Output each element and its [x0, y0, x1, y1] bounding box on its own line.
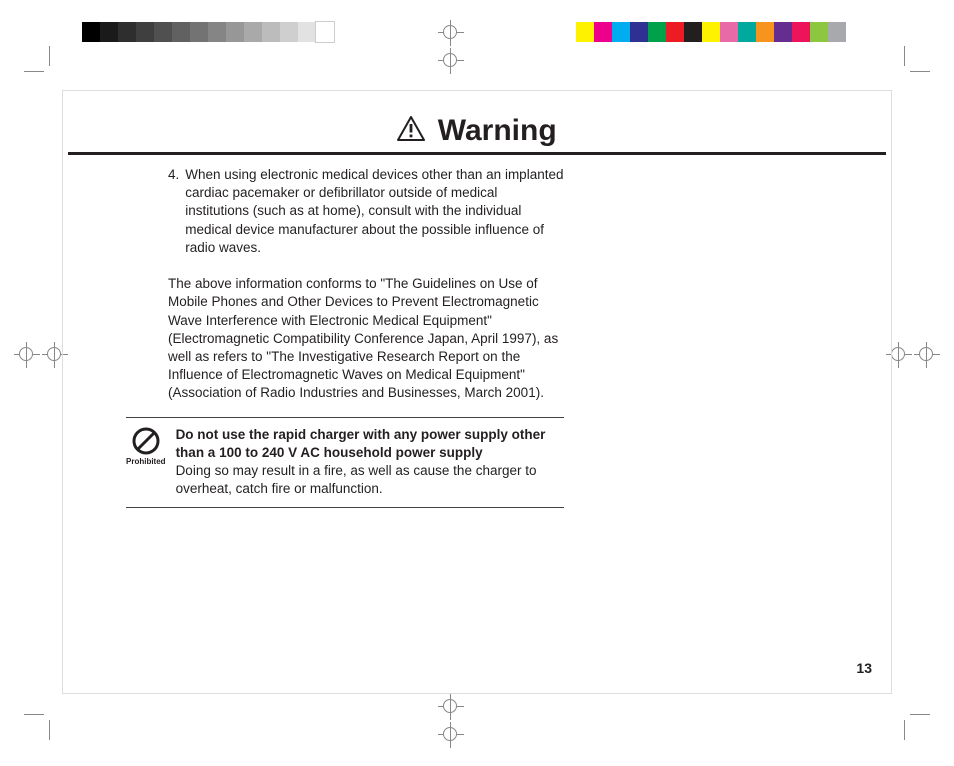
prohibited-label: Prohibited	[126, 457, 166, 466]
page-number: 13	[856, 660, 872, 676]
registration-mark	[438, 20, 464, 46]
prohibited-icon: Prohibited	[126, 426, 166, 499]
page-heading: Warning	[68, 114, 886, 148]
divider	[126, 507, 564, 508]
body-column: 4. When using electronic medical devices…	[168, 166, 564, 508]
prohibited-warning-block: Prohibited Do not use the rapid charger …	[126, 426, 564, 499]
registration-mark	[438, 694, 464, 720]
warning-icon	[397, 116, 425, 147]
crop-mark	[904, 714, 930, 740]
registration-mark	[14, 342, 40, 368]
grayscale-calibration-bar	[82, 22, 334, 42]
title-underline	[68, 152, 886, 155]
warning-body: Do not use the rapid charger with any po…	[176, 426, 564, 499]
page-title: Warning	[438, 114, 557, 148]
warning-text: Doing so may result in a fire, as well a…	[176, 463, 537, 496]
conformance-paragraph: The above information conforms to "The G…	[168, 275, 564, 403]
list-text: When using electronic medical devices ot…	[185, 166, 564, 257]
registration-mark	[438, 48, 464, 74]
crop-mark	[24, 714, 50, 740]
list-item-4: 4. When using electronic medical devices…	[168, 166, 564, 257]
registration-mark	[914, 342, 940, 368]
divider	[126, 417, 564, 418]
color-calibration-bar	[576, 22, 846, 42]
crop-mark	[24, 46, 50, 72]
list-number: 4.	[168, 166, 179, 257]
crop-mark	[904, 46, 930, 72]
warning-heading: Do not use the rapid charger with any po…	[176, 427, 546, 460]
registration-mark	[438, 722, 464, 748]
